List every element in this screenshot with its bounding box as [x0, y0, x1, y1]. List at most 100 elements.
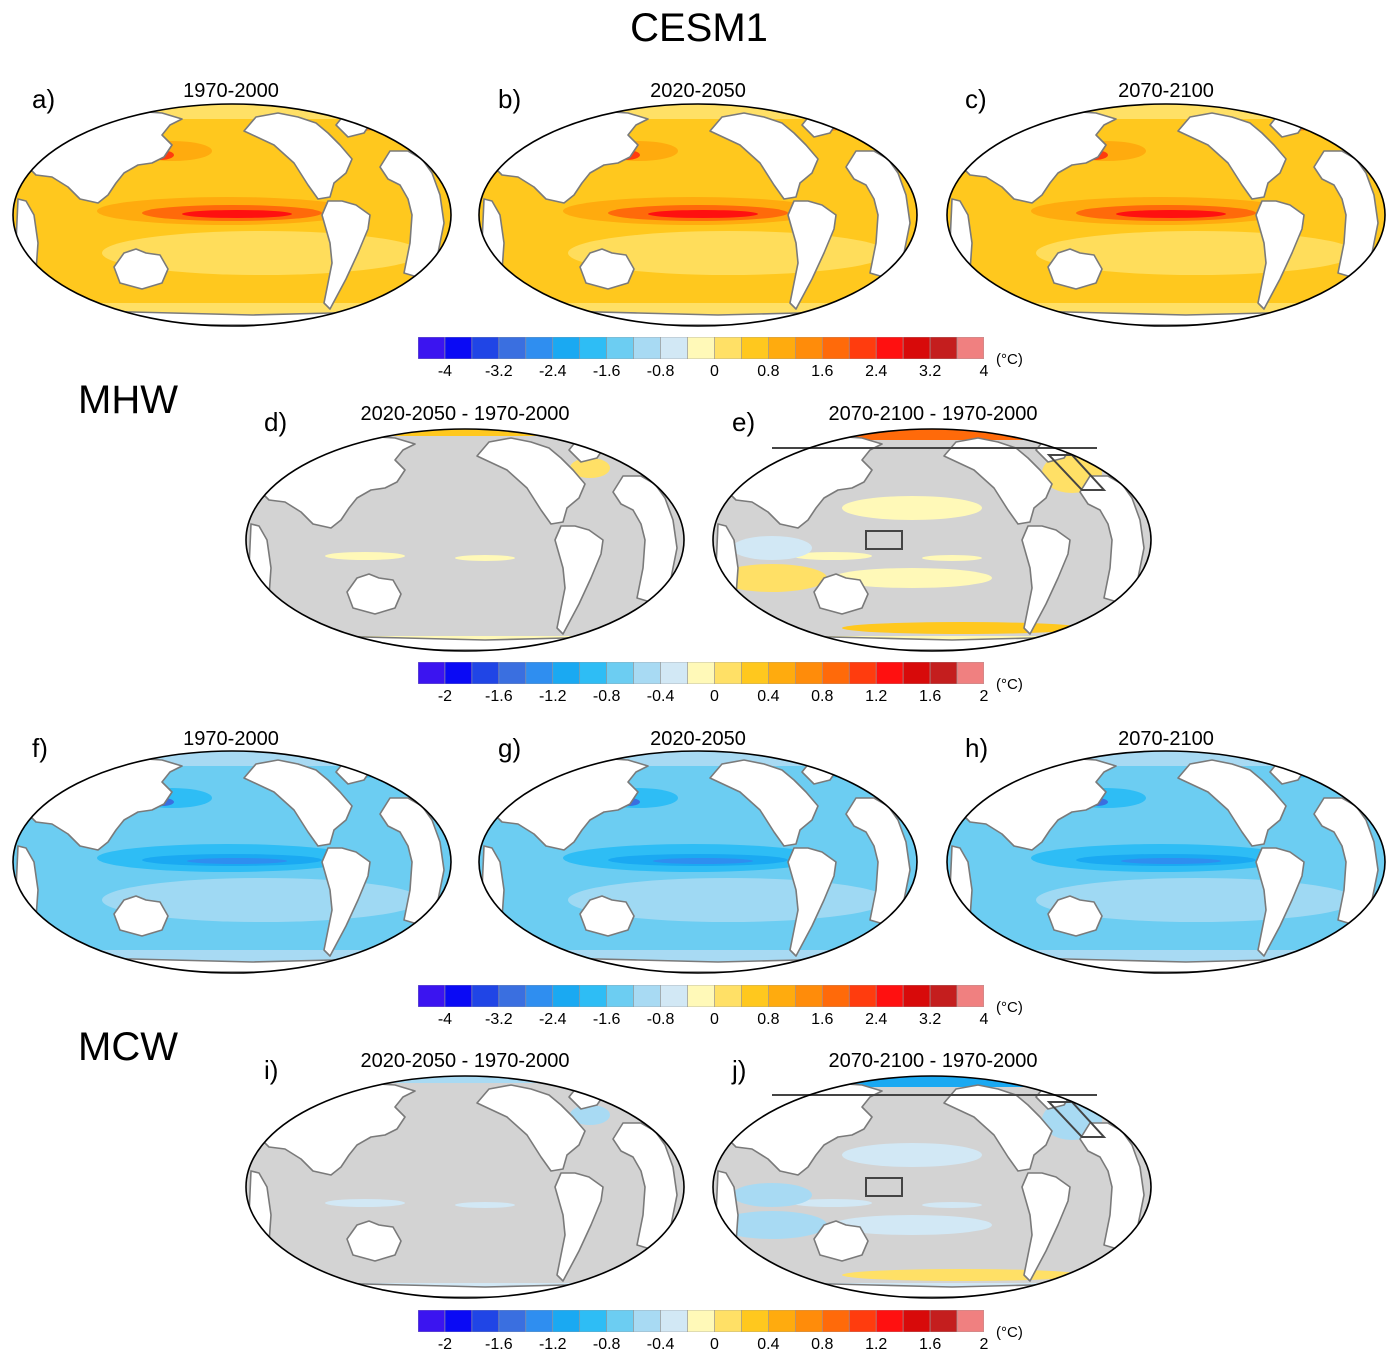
colorbar-tick-label: -1.6: [485, 688, 513, 705]
colorbar-swatch: [848, 1310, 877, 1332]
colorbar-tick-label: 0: [710, 688, 719, 705]
colorbar-tick-label: 1.6: [811, 363, 834, 380]
colorbar-swatch: [687, 662, 715, 684]
colorbar-swatch: [714, 337, 742, 359]
map-outline: [245, 428, 685, 652]
colorbar-swatch: [902, 337, 931, 359]
colorbar-swatch: [633, 662, 661, 684]
colorbar-tick-label: 0: [710, 363, 719, 380]
colorbar-swatch: [687, 337, 715, 359]
colorbar-swatch: [444, 337, 473, 359]
colorbar-swatch: [525, 1310, 554, 1332]
colorbar-tick-label: -3.2: [485, 1011, 513, 1028]
colorbar-tick-label: 1.6: [918, 688, 942, 705]
colorbar-swatch: [875, 985, 904, 1007]
colorbar-tick-label: 4: [979, 1011, 989, 1028]
colorbar-unit: (°C): [996, 1324, 1023, 1341]
colorbar-swatch: [444, 662, 473, 684]
colorbar-unit: (°C): [996, 999, 1023, 1016]
colorbar-swatches: [418, 662, 984, 684]
panel-letter: b): [498, 84, 522, 114]
colorbar-swatch: [471, 985, 500, 1007]
colorbar-swatch: [660, 1310, 688, 1332]
map-panel-h: [946, 750, 1386, 974]
colorbar-tick-label: 0.4: [757, 688, 780, 705]
colorbar-abs-mhw: -4 -3.2 -2.4 -1.6 -0.8 0 0.8 1.6 2.4 3.2 4 (°C): [418, 337, 1023, 387]
colorbar-unit: (°C): [996, 351, 1023, 368]
colorbar-tick-label: 2.4: [865, 363, 888, 380]
colorbar-swatch: [471, 337, 500, 359]
colorbar-swatch: [929, 1310, 958, 1332]
colorbar-tick-label: 0.8: [811, 1336, 834, 1353]
colorbar-tick-label: -1.6: [592, 1011, 621, 1028]
map-panel-b: [478, 103, 918, 327]
colorbar-swatch: [795, 985, 823, 1007]
colorbar-tick-label: -2.4: [538, 363, 567, 380]
colorbar-tick-label: 3.2: [918, 1011, 942, 1028]
map-outline: [712, 428, 1152, 652]
colorbar-tick-label: 0.8: [757, 1011, 780, 1028]
map-outline: [478, 750, 918, 974]
colorbar-swatches: [418, 337, 984, 359]
colorbar-tick-label: -4: [437, 363, 453, 380]
panel-letter: d): [264, 407, 288, 437]
colorbar-swatch: [929, 985, 958, 1007]
colorbar-swatch: [660, 662, 688, 684]
region-boxes: [772, 1094, 1107, 1197]
map-outline: [946, 750, 1386, 974]
colorbar-swatches: [418, 985, 984, 1007]
panel-title: 2070-2100 - 1970-2000: [828, 1050, 1038, 1072]
colorbar-tick-label: -2.4: [538, 1011, 567, 1028]
colorbar-swatch: [606, 662, 634, 684]
map-outline: [712, 1075, 1152, 1299]
colorbar-swatch: [795, 337, 823, 359]
colorbar-swatch: [606, 985, 634, 1007]
colorbar-tick-label: 0: [710, 1011, 719, 1028]
colorbar-swatch: [552, 337, 581, 359]
colorbar-swatch: [606, 337, 634, 359]
colorbar-swatch: [498, 662, 527, 684]
colorbar-tick-label: -0.8: [592, 688, 621, 705]
colorbar-swatch: [660, 337, 688, 359]
panel-letter: a): [32, 84, 56, 114]
colorbar-swatch: [821, 985, 850, 1007]
colorbar-swatch: [768, 985, 796, 1007]
colorbar-swatch: [498, 1310, 527, 1332]
map-panel-g: [478, 750, 918, 974]
colorbar-unit: (°C): [996, 676, 1023, 693]
figure-title: CESM1: [630, 6, 768, 50]
colorbar-tick-label: 0: [710, 1336, 719, 1353]
map-panel-d: [245, 428, 685, 652]
panel-title: 2070-2100 - 1970-2000: [828, 403, 1038, 425]
colorbar-swatch: [956, 662, 984, 684]
region-boxes: [772, 447, 1107, 550]
colorbar-swatch: [633, 337, 661, 359]
colorbar-tick-label: 1.2: [865, 1336, 888, 1353]
colorbar-swatch: [768, 662, 796, 684]
map-panel-e: [712, 428, 1152, 652]
colorbar-tick-label: -0.8: [646, 1011, 675, 1028]
colorbar-swatch: [821, 662, 850, 684]
colorbar-swatches: [418, 1310, 984, 1332]
colorbar-swatch: [956, 337, 984, 359]
colorbar-swatch: [768, 1310, 796, 1332]
colorbar-tick-label: -4: [437, 1011, 453, 1028]
colorbar-swatch: [687, 985, 715, 1007]
section-label-mhw: MHW: [78, 378, 178, 422]
colorbar-swatch: [875, 662, 904, 684]
colorbar-tick-label: -1.6: [592, 363, 621, 380]
map-panel-i: [245, 1075, 685, 1299]
colorbar-diff-mhw: -2 -1.6 -1.2 -0.8 -0.4 0 0.4 0.8 1.2 1.6 2 (°C): [418, 662, 1023, 712]
colorbar-swatch: [795, 662, 823, 684]
map-outline: [946, 103, 1386, 327]
colorbar-swatch: [498, 985, 527, 1007]
colorbar-abs-mcw: -4 -3.2 -2.4 -1.6 -0.8 0 0.8 1.6 2.4 3.2 4 (°C): [418, 985, 1023, 1035]
colorbar-swatch: [525, 985, 554, 1007]
colorbar-swatch: [418, 1310, 446, 1332]
colorbar-tick-label: 0.8: [811, 688, 834, 705]
colorbar-swatch: [848, 662, 877, 684]
panel-letter: g): [498, 733, 522, 763]
panel-letter: c): [965, 84, 987, 114]
colorbar-swatch: [471, 662, 500, 684]
colorbar-swatch: [418, 662, 446, 684]
